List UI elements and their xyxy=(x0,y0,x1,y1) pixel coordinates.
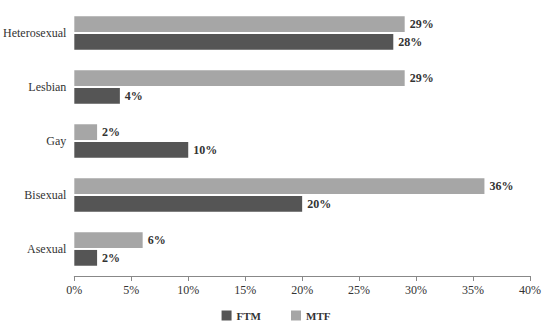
svg-text:40%: 40% xyxy=(519,283,541,297)
svg-text:30%: 30% xyxy=(405,283,427,297)
svg-text:2%: 2% xyxy=(102,125,120,139)
svg-text:Lesbian: Lesbian xyxy=(28,80,66,94)
svg-text:2%: 2% xyxy=(102,251,120,265)
svg-text:15%: 15% xyxy=(234,283,256,297)
svg-text:35%: 35% xyxy=(462,283,484,297)
svg-text:10%: 10% xyxy=(177,283,199,297)
svg-text:36%: 36% xyxy=(489,179,513,193)
svg-text:4%: 4% xyxy=(125,89,143,103)
svg-text:Bisexual: Bisexual xyxy=(24,188,67,202)
svg-text:Asexual: Asexual xyxy=(27,242,67,256)
svg-text:29%: 29% xyxy=(410,17,434,31)
svg-text:25%: 25% xyxy=(348,283,370,297)
svg-text:20%: 20% xyxy=(291,283,313,297)
svg-text:10%: 10% xyxy=(193,143,217,157)
svg-text:20%: 20% xyxy=(307,197,331,211)
svg-text:Gay: Gay xyxy=(46,134,66,148)
svg-text:6%: 6% xyxy=(148,233,166,247)
svg-text:5%: 5% xyxy=(123,283,139,297)
svg-text:29%: 29% xyxy=(410,71,434,85)
svg-text:Heterosexual: Heterosexual xyxy=(3,26,67,40)
svg-text:28%: 28% xyxy=(398,35,422,49)
svg-text:MTF: MTF xyxy=(306,310,331,322)
svg-text:0%: 0% xyxy=(66,283,82,297)
svg-text:FTM: FTM xyxy=(237,310,262,322)
